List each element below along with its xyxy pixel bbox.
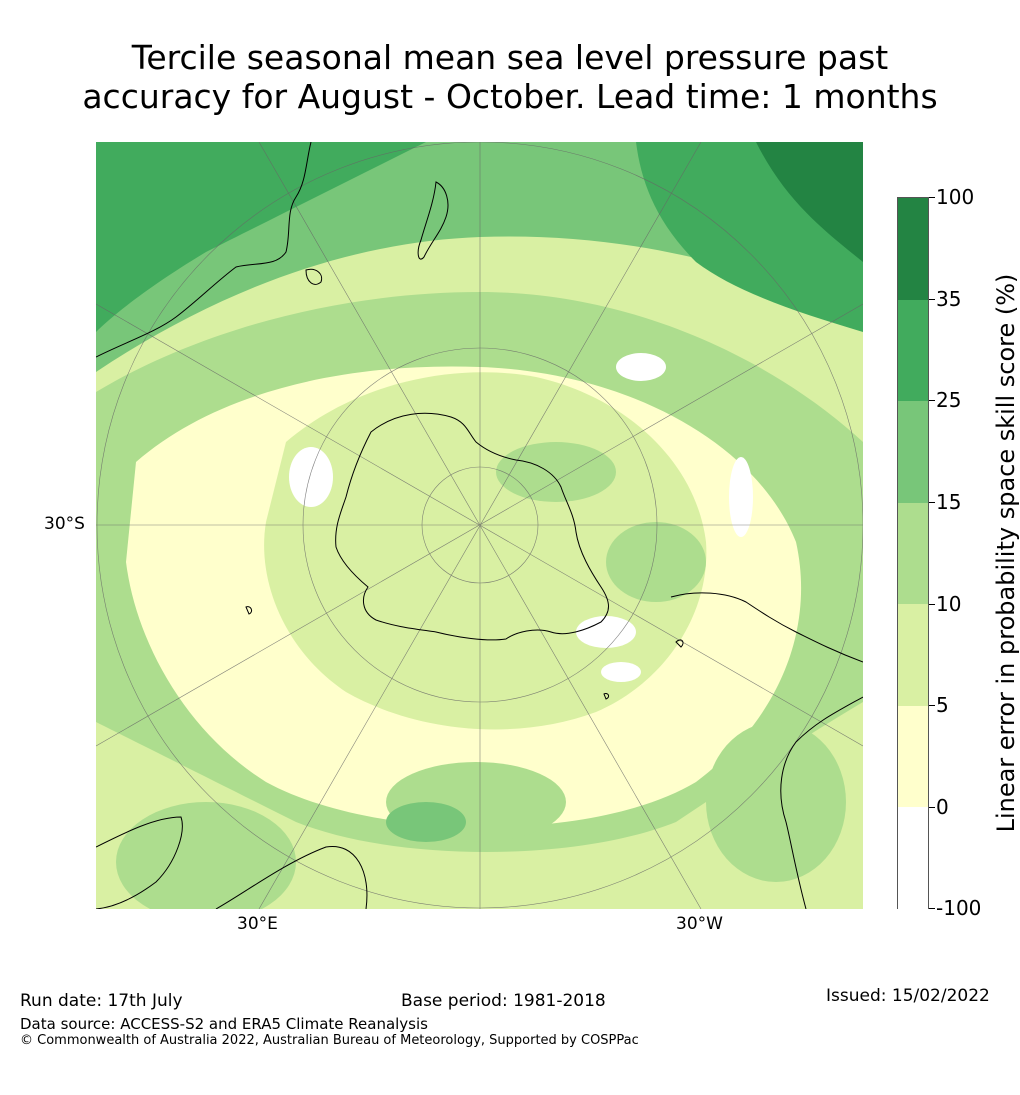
africa-coastline xyxy=(96,816,368,909)
skill-patch-1 xyxy=(496,442,616,502)
skill-patch-6 xyxy=(706,722,846,882)
colorbar-tick xyxy=(929,908,935,909)
new-zealand-coastline xyxy=(417,181,449,260)
colorbar-tick-label: 100 xyxy=(936,185,975,209)
south-america-coastline xyxy=(670,592,863,909)
skill-patch-neg-5 xyxy=(601,662,641,682)
title-line-2: accuracy for August - October. Lead time… xyxy=(82,77,938,116)
colorbar-tick xyxy=(929,807,935,808)
australia-coastline xyxy=(96,142,312,358)
map-canvas xyxy=(96,142,863,909)
skill-patch-neg-4 xyxy=(576,616,636,648)
skill-patch-4 xyxy=(386,802,466,842)
title-line-1: Tercile seasonal mean sea level pressure… xyxy=(131,38,889,77)
lon-label-30w: 30°W xyxy=(676,914,723,934)
issued-date: Issued: 15/02/2022 xyxy=(826,986,990,1006)
data-source: Data source: ACCESS-S2 and ERA5 Climate … xyxy=(20,1015,428,1033)
copyright: © Commonwealth of Australia 2022, Austra… xyxy=(20,1033,639,1048)
skill-region-ne-darkest xyxy=(756,142,863,262)
skill-patch-neg-3 xyxy=(289,447,333,507)
colorbar-bin-10-15 xyxy=(898,503,928,604)
coastlines xyxy=(96,142,863,909)
skill-patch-neg-1 xyxy=(616,353,666,381)
tasmania-coastline xyxy=(305,268,323,285)
graticule xyxy=(96,142,863,909)
colorbar-tick-label: 10 xyxy=(936,592,962,616)
colorbar-tick xyxy=(929,604,935,605)
lat-label-30s: 30°S xyxy=(44,514,85,534)
colorbar xyxy=(897,197,929,910)
island-sandwich xyxy=(603,693,610,700)
colorbar-tick xyxy=(929,502,935,503)
colorbar-tick-label: 0 xyxy=(936,795,949,819)
colorbar-bin-neg xyxy=(898,807,928,910)
skill-patch-2 xyxy=(606,522,706,602)
colorbar-bin-0-5 xyxy=(898,706,928,807)
island-kerguelen xyxy=(245,606,253,615)
colorbar-tick xyxy=(929,299,935,300)
colorbar-tick xyxy=(929,705,935,706)
colorbar-tick xyxy=(929,197,935,198)
colorbar-bin-15-25 xyxy=(898,401,928,503)
antarctica-coastline xyxy=(335,412,609,641)
colorbar-tick xyxy=(929,400,935,401)
skill-region-nw-deep xyxy=(96,142,426,332)
colorbar-tick-label: 5 xyxy=(936,693,949,717)
colorbar-tick-label: 15 xyxy=(936,490,962,514)
skill-patch-neg-2 xyxy=(729,457,753,537)
falklands-coastline xyxy=(675,639,684,648)
colorbar-bin-5-10 xyxy=(898,604,928,706)
run-date: Run date: 17th July xyxy=(20,991,183,1011)
colorbar-bin-35-100 xyxy=(898,198,928,300)
colorbar-bin-25-35 xyxy=(898,300,928,401)
colorbar-tick-label: -100 xyxy=(936,896,982,920)
colorbar-title: Linear error in probability space skill … xyxy=(992,273,1020,833)
chart-title: Tercile seasonal mean sea level pressure… xyxy=(0,38,1020,116)
lon-label-30e: 30°E xyxy=(237,914,278,934)
colorbar-tick-label: 25 xyxy=(936,388,962,412)
base-period: Base period: 1981-2018 xyxy=(401,991,606,1011)
skill-patch-5 xyxy=(116,802,296,909)
polar-map xyxy=(96,142,863,909)
colorbar-tick-label: 35 xyxy=(936,287,962,311)
